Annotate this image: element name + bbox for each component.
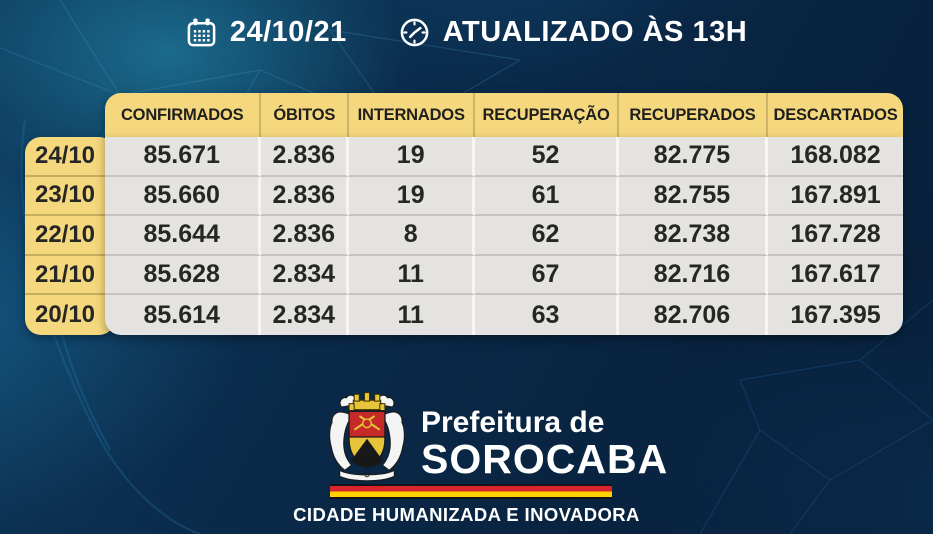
- table-cell: 52: [475, 137, 619, 177]
- clock-icon: [400, 18, 429, 47]
- table-cell: 167.728: [768, 216, 903, 256]
- table-cell: 82.716: [618, 255, 769, 296]
- row-date-label: 21/10: [25, 256, 105, 296]
- table-cell: 11: [349, 255, 476, 296]
- table-cell: 2.834: [261, 295, 350, 335]
- table-cell: 167.617: [768, 256, 903, 296]
- table-cell: 67: [475, 255, 619, 296]
- table-cell: 82.738: [618, 216, 769, 256]
- column-header: RECUPERAÇÃO: [475, 93, 619, 137]
- sorocaba-coat-of-arms-icon: [328, 392, 406, 482]
- column-header: DESCARTADOS: [773, 105, 898, 124]
- table-cell: 85.628: [105, 255, 262, 296]
- table-cell: 62: [475, 216, 619, 256]
- brand-stripe: [330, 484, 612, 499]
- row-date-label: 22/10: [25, 216, 105, 256]
- table-cell: 63: [475, 295, 619, 335]
- table-cell: 85.644: [105, 216, 262, 256]
- table-cell: 2.836: [261, 137, 350, 177]
- table-cell: 85.671: [105, 137, 262, 177]
- table-cell: 167.891: [768, 177, 903, 217]
- update-info-bar: 24/10/21 ATUALIZADO ÀS 13H: [0, 16, 933, 49]
- org-name-line2: SOROCABA: [421, 436, 669, 483]
- table-cell: 167.395: [790, 300, 881, 329]
- org-name-line1: Prefeitura de: [421, 406, 605, 439]
- table-cell: 19: [349, 137, 476, 177]
- table-cell: 168.082: [768, 137, 903, 177]
- table-cell: 85.660: [105, 176, 262, 217]
- covid-stats-table: 24/10 23/10 22/10 21/10 20/10 CONFIRMADOS ÓBI…: [25, 93, 903, 335]
- row-date-label: 24/10: [25, 137, 105, 177]
- updated-at-label: ATUALIZADO ÀS 13H: [442, 16, 748, 48]
- table-cell: 85.614: [105, 295, 262, 335]
- table-cell: 82.775: [618, 137, 769, 177]
- org-name: Prefeitura de SOROCABA: [421, 407, 668, 481]
- table-cell: 82.706: [619, 295, 769, 335]
- table-cell: 2.836: [261, 216, 350, 256]
- report-date: 24/10/21: [229, 16, 347, 48]
- table-cell: 19: [349, 176, 476, 217]
- column-header: INTERNADOS: [349, 93, 476, 137]
- column-header: RECUPERADOS: [619, 93, 769, 137]
- table-header-row: CONFIRMADOS ÓBITOS INTERNADOS RECUPERAÇÃO RE…: [105, 93, 903, 137]
- table-cell: 8: [349, 216, 476, 256]
- column-header: ÓBITOS: [261, 93, 350, 137]
- table-cell: 11: [349, 295, 476, 335]
- row-date-label: 23/10: [25, 177, 105, 217]
- table-cell: 61: [475, 176, 619, 217]
- table-cell: 2.834: [261, 255, 350, 296]
- column-header: CONFIRMADOS: [105, 93, 262, 137]
- calendar-icon: [187, 18, 216, 47]
- row-date-label: 20/10: [34, 301, 96, 329]
- table-cell: 2.836: [261, 176, 350, 217]
- date-column: 24/10 23/10 22/10 21/10 20/10: [25, 137, 115, 335]
- table-cell: 82.755: [618, 176, 769, 217]
- table-body: 85.671 2.836 19 52 82.775 168.082 85.660 2.836 1…: [105, 137, 903, 335]
- city-tagline: CIDADE HUMANIZADA E INOVADORA: [293, 504, 640, 525]
